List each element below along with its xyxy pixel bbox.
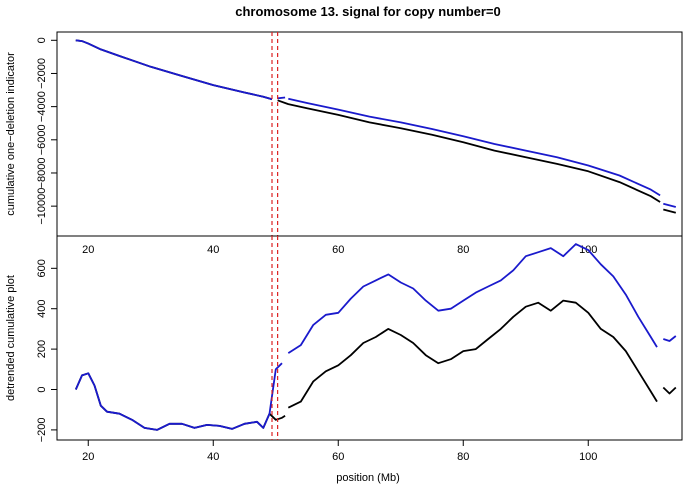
series-line-blue	[288, 97, 661, 197]
y-tick-label: −10000	[36, 188, 48, 225]
x-tick-label: 20	[82, 451, 94, 463]
y-tick-label: 600	[36, 259, 48, 277]
series-line-blue	[75, 39, 273, 101]
chart-title: chromosome 13. signal for copy number=0	[235, 4, 501, 19]
series-line-black	[74, 372, 286, 431]
y-tick-label: −2000	[36, 58, 48, 89]
plot-frame	[56, 235, 683, 441]
series-line-blue	[663, 335, 677, 342]
x-tick-label: 60	[332, 451, 344, 463]
x-tick-label: 40	[207, 244, 219, 256]
x-tick-label: 80	[457, 244, 469, 256]
series-line-blue	[663, 202, 677, 208]
series-line-black	[75, 39, 273, 101]
series-line-black	[662, 386, 677, 395]
y-tick-label: −6000	[36, 124, 48, 155]
plot-frame	[56, 31, 683, 237]
y-tick-label: −4000	[36, 91, 48, 122]
y-tick-label: 0	[36, 37, 48, 43]
series-line-blue	[74, 362, 283, 431]
series-line-black	[287, 299, 658, 409]
bottom-panel: −200 0 200 400 600 detrended cumulative plot 2…	[5, 235, 683, 463]
y-tick-label: 0	[36, 386, 48, 392]
x-axis-label: position (Mb)	[336, 472, 400, 484]
x-tick-label: 80	[457, 451, 469, 463]
x-tick-label: 40	[207, 451, 219, 463]
series-line-blue	[287, 243, 658, 354]
top-panel: 0 −2000 −4000 −6000 −8000−10000 cumulative on…	[5, 31, 683, 256]
series-line-blue	[277, 96, 286, 100]
x-tick-label: 60	[332, 244, 344, 256]
y-axis-label: cumulative one−deletion indicator	[5, 52, 17, 216]
y-tick-label: 400	[36, 300, 48, 318]
x-tick-label: 20	[82, 244, 94, 256]
y-tick-label: −200	[36, 418, 48, 443]
y-tick-label: −8000	[36, 158, 48, 189]
x-tick-label: 100	[579, 451, 597, 463]
y-axis-label: detrended cumulative plot	[5, 275, 17, 401]
series-line-black	[663, 208, 677, 214]
series-line-black	[277, 99, 661, 203]
y-tick-label: 200	[36, 340, 48, 358]
